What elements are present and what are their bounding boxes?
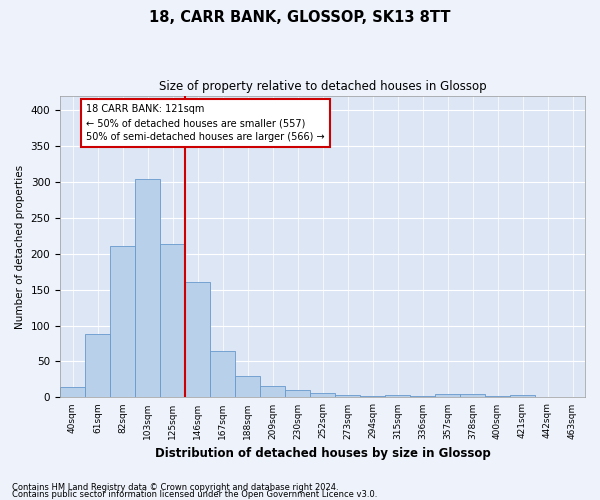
Bar [210, 352, 235, 398]
Bar [85, 334, 110, 398]
Bar [510, 394, 535, 398]
Text: Contains HM Land Registry data © Crown copyright and database right 2024.: Contains HM Land Registry data © Crown c… [12, 484, 338, 492]
Bar [160, 244, 185, 398]
Bar [60, 386, 85, 398]
Bar [310, 393, 335, 398]
Bar [235, 376, 260, 398]
Bar [385, 394, 410, 398]
Bar [460, 394, 485, 398]
Bar [485, 396, 510, 398]
Bar [110, 246, 135, 398]
Bar [335, 396, 360, 398]
Y-axis label: Number of detached properties: Number of detached properties [15, 164, 25, 328]
Bar [260, 386, 285, 398]
Text: 18, CARR BANK, GLOSSOP, SK13 8TT: 18, CARR BANK, GLOSSOP, SK13 8TT [149, 10, 451, 25]
Bar [285, 390, 310, 398]
Bar [410, 396, 435, 398]
Bar [360, 396, 385, 398]
Bar [135, 179, 160, 398]
Title: Size of property relative to detached houses in Glossop: Size of property relative to detached ho… [159, 80, 487, 93]
Bar [185, 282, 210, 398]
Text: Contains public sector information licensed under the Open Government Licence v3: Contains public sector information licen… [12, 490, 377, 499]
Bar [435, 394, 460, 398]
Text: 18 CARR BANK: 121sqm
← 50% of detached houses are smaller (557)
50% of semi-deta: 18 CARR BANK: 121sqm ← 50% of detached h… [86, 104, 325, 142]
X-axis label: Distribution of detached houses by size in Glossop: Distribution of detached houses by size … [155, 447, 490, 460]
